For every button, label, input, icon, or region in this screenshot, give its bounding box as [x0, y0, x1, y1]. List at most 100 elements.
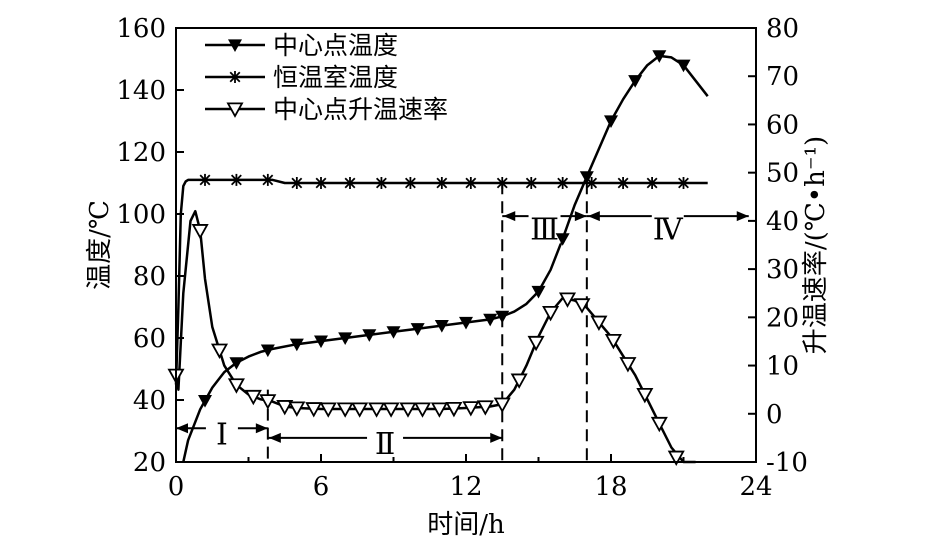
stage-label-bg [367, 423, 404, 458]
y-axis-right-title: 升温速率/(℃•h⁻¹) [801, 136, 831, 354]
center-temp-marker [198, 395, 212, 408]
center-temp-marker [676, 59, 691, 73]
center-temp-marker [434, 320, 449, 333]
center-temp-marker [386, 326, 401, 339]
stage-arrow-head [587, 211, 600, 222]
heating-rate-marker [542, 306, 560, 322]
heating-rate-marker [368, 402, 386, 418]
y-left-tick-label: 140 [116, 76, 166, 106]
center-temp-marker [652, 50, 667, 63]
y-right-tick-label: 50 [766, 159, 799, 189]
heating-rate-marker [210, 343, 229, 359]
heating-rate-marker [319, 402, 337, 418]
heating-rate-marker [288, 401, 306, 417]
chamber-temp-marker [315, 177, 327, 189]
y-left-tick-label: 20 [133, 448, 166, 478]
chamber-temp-line [174, 178, 708, 385]
x-tick-label: 18 [594, 472, 627, 502]
center-temp-marker [459, 316, 473, 330]
heating-rate-marker [573, 298, 591, 314]
heating-rate-marker [650, 416, 668, 433]
heating-rate-marker [244, 389, 262, 406]
y-right-tick-label: -10 [766, 448, 808, 478]
center-temp-marker [555, 233, 570, 246]
center-temp-marker [410, 323, 425, 336]
center-temp-marker [579, 171, 594, 184]
legend-heating-rate-label: 中心点升温速率 [273, 95, 448, 124]
x-axis-title: 时间/h [427, 510, 505, 540]
heating-rate-marker [510, 373, 528, 389]
stage-label-bg [528, 209, 561, 244]
x-tick-label: 12 [449, 472, 482, 502]
heating-rate-marker [590, 315, 608, 332]
chamber-temp-marker [375, 177, 388, 189]
y-right-tick-label: 20 [766, 303, 799, 333]
heating-rate-marker [227, 378, 245, 394]
heating-rate-marker [636, 387, 654, 404]
stage-arrow-head [574, 211, 587, 222]
stage-arrow-head [268, 432, 281, 443]
center-temp-marker [260, 344, 275, 358]
y-left-tick-label: 40 [133, 386, 166, 416]
center-temp-marker [338, 332, 353, 345]
heating-rate-marker [462, 401, 480, 417]
stage-arrow-head [255, 423, 268, 434]
heating-rate-marker [527, 335, 545, 352]
y-right-tick-label: 80 [766, 14, 799, 44]
stage-label: Ⅰ [216, 417, 228, 452]
heating-rate-marker [445, 401, 463, 418]
center-temp-marker [362, 329, 377, 342]
chamber-temp-marker [230, 173, 243, 186]
heating-rate-marker [604, 333, 622, 350]
chamber-temp-marker [435, 177, 448, 189]
center-temp-marker [483, 313, 498, 327]
center-temp-marker [604, 115, 618, 128]
heating-rate-marker [351, 402, 369, 418]
heating-rate-marker [667, 450, 685, 467]
y-right-tick-label: 60 [766, 110, 799, 140]
chamber-temp-marker [290, 177, 303, 189]
stage-arrow-head [503, 211, 516, 222]
y-right-tick-label: 10 [766, 352, 799, 382]
chamber-temp-marker [344, 177, 356, 189]
center-temp-marker [289, 338, 304, 352]
chamber-temp-marker [677, 177, 690, 189]
markers [167, 50, 691, 467]
chamber-temp-marker [496, 177, 509, 189]
y-left-tick-label: 60 [133, 324, 166, 354]
heating-rate-marker [558, 292, 577, 308]
chamber-temp-marker [464, 177, 477, 189]
chamber-temp-marker [525, 177, 538, 189]
y-right-tick-label: 40 [766, 207, 799, 237]
heating-rate-marker [336, 402, 354, 418]
heating-rate-marker [191, 224, 209, 240]
center-temp-marker [495, 310, 510, 324]
stage-label-bg [651, 209, 684, 244]
chamber-temp-marker [556, 177, 569, 189]
legend-center-temp-marker [228, 39, 242, 52]
y-left-tick-label: 80 [133, 262, 166, 292]
heating-rate-marker [619, 357, 637, 373]
y-left-tick-label: 100 [116, 200, 166, 230]
stage-label: Ⅱ [375, 427, 395, 462]
center-temp-marker [229, 357, 244, 370]
heating-rate-marker [259, 394, 277, 410]
heating-rate-marker [413, 402, 432, 418]
heating-rate-marker [493, 397, 511, 413]
legend-heating-rate-marker [226, 102, 244, 118]
stage-label: Ⅲ [530, 212, 559, 247]
y-right-tick-label: 70 [766, 62, 799, 92]
center-temp-marker [314, 335, 328, 349]
heating-rate-marker [399, 402, 417, 418]
center-temp-marker [628, 75, 643, 88]
legend-center-temp-label: 中心点温度 [273, 31, 398, 60]
ticks: 0 6 12 18 24 20 40 60 80 100 120 140 160 -10 0 10 20 30 40… [116, 14, 808, 502]
stage-label: Ⅳ [653, 212, 684, 247]
x-tick-label: 6 [313, 472, 330, 502]
x-tick-label: 24 [739, 472, 772, 502]
stage-arrow-head [736, 211, 749, 222]
heating-rate-marker [276, 400, 294, 416]
legend-chamber-temp-marker [229, 71, 241, 83]
